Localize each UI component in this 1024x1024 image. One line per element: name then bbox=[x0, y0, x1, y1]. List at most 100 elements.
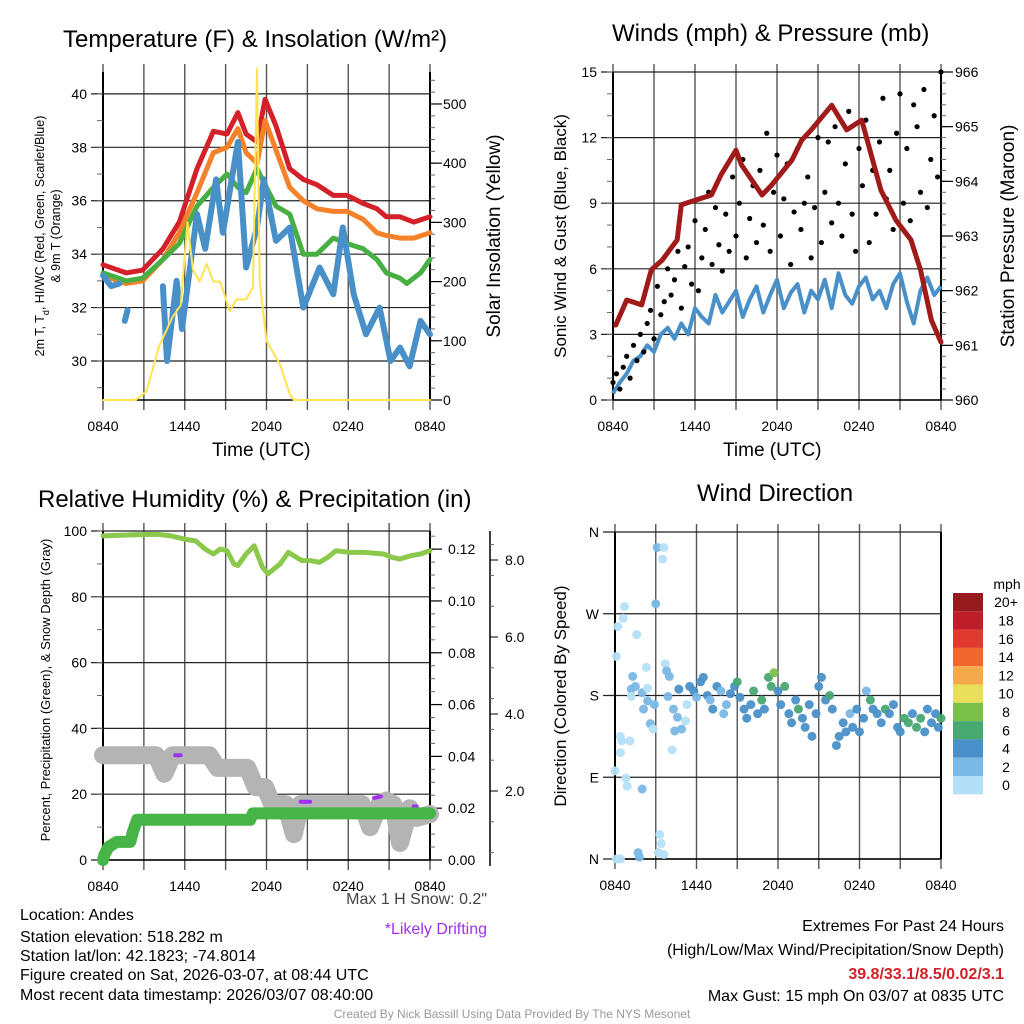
direction-point bbox=[876, 718, 886, 728]
colorbar-label: 18 bbox=[998, 612, 1014, 628]
gust-point bbox=[644, 320, 650, 327]
direction-point bbox=[637, 784, 647, 794]
direction-y-tick-label: W bbox=[586, 606, 600, 622]
colorbar-swatch bbox=[953, 739, 983, 758]
extremes-values: 39.8/33.1/8.5/0.02/3.1 bbox=[848, 966, 1004, 983]
gust-point bbox=[641, 349, 647, 355]
snow-tick-label: 6.0 bbox=[505, 629, 525, 645]
humidity-chart-title: Relative Humidity (%) & Precipitation (i… bbox=[38, 486, 472, 513]
gust-point bbox=[914, 124, 920, 130]
colorbar-label: 14 bbox=[998, 649, 1014, 665]
gust-point bbox=[938, 69, 944, 75]
direction-point bbox=[814, 681, 824, 691]
pressure-tick-label: 961 bbox=[955, 337, 979, 353]
direction-point bbox=[757, 695, 767, 705]
likely-drifting-note: *Likely Drifting bbox=[384, 921, 487, 938]
direction-point bbox=[936, 713, 946, 723]
temperature-y-tick-label: 32 bbox=[71, 300, 87, 316]
temperature-y-tick-label: 30 bbox=[71, 353, 87, 369]
direction-point bbox=[903, 718, 913, 728]
direction-point bbox=[848, 722, 858, 732]
temperature-x-tick-label: 0840 bbox=[87, 418, 118, 434]
series-precipitation bbox=[97, 807, 436, 866]
gust-point bbox=[904, 145, 910, 152]
direction-point bbox=[643, 683, 653, 693]
gust-point bbox=[665, 266, 671, 272]
insolation-tick-label: 500 bbox=[443, 96, 467, 112]
gust-point bbox=[822, 189, 828, 195]
gust-point bbox=[856, 145, 862, 152]
gust-point bbox=[647, 307, 654, 313]
gust-point bbox=[675, 248, 681, 254]
temperature-chart: 30 32 34 36 38 40 0840 1440 2040 0240 0840 0 100 200 3… bbox=[33, 64, 505, 434]
winds-y-tick-label: 15 bbox=[581, 64, 597, 80]
gust-point bbox=[723, 211, 729, 217]
gust-point bbox=[777, 233, 784, 239]
gust-point bbox=[654, 283, 661, 289]
direction-point bbox=[615, 748, 625, 758]
gust-point bbox=[610, 379, 616, 386]
gust-point bbox=[637, 331, 643, 337]
humidity-y-tick-label: 80 bbox=[71, 589, 87, 605]
direction-point bbox=[742, 713, 752, 723]
direction-point bbox=[682, 700, 692, 710]
ylabel-part: 2m T, T bbox=[33, 315, 47, 357]
winds-x-tick-label: 0840 bbox=[597, 418, 628, 434]
direction-point bbox=[719, 709, 729, 719]
gust-point bbox=[893, 130, 900, 136]
gust-point bbox=[852, 248, 859, 254]
humidity-y-tick-label: 0 bbox=[79, 852, 87, 868]
temperature-x-axis-label: Time (UTC) bbox=[212, 440, 311, 461]
elevation-text: Station elevation: 518.282 m bbox=[20, 929, 223, 946]
winds-chart: 0 3 6 9 12 15 0840 1440 2040 0240 0840 960 961 962 963… bbox=[551, 64, 1019, 434]
gust-point bbox=[702, 226, 708, 233]
max-gust-text: Max Gust: 15 mph On 03/07 at 0835 UTC bbox=[707, 988, 1004, 1005]
colorbar-swatch bbox=[953, 776, 983, 795]
gust-point bbox=[726, 248, 732, 254]
direction-point bbox=[652, 542, 662, 552]
direction-point bbox=[865, 695, 875, 705]
gust-point bbox=[699, 255, 705, 261]
gust-point bbox=[928, 156, 934, 163]
gust-point bbox=[736, 200, 743, 206]
series-9m-t bbox=[100, 118, 433, 286]
ylabel-subscript: d bbox=[41, 310, 51, 315]
direction-point bbox=[716, 686, 726, 696]
gust-point bbox=[767, 248, 773, 254]
colorbar-swatch bbox=[953, 721, 983, 740]
gust-point bbox=[617, 386, 623, 392]
direction-point bbox=[622, 781, 632, 791]
direction-point bbox=[759, 704, 769, 714]
direction-point bbox=[651, 599, 661, 609]
winds-y-axis-label: Sonic Wind & Gust (Blue, Black) bbox=[551, 114, 570, 358]
colorbar-title: mph bbox=[993, 576, 1020, 592]
direction-point bbox=[610, 766, 620, 776]
temperature-x-tick-label: 0240 bbox=[333, 418, 364, 434]
precip-tick-label: 0.08 bbox=[448, 645, 475, 661]
extremes-title: Extremes For Past 24 Hours bbox=[802, 918, 1004, 935]
colorbar-swatch bbox=[953, 757, 983, 776]
direction-point bbox=[663, 691, 673, 701]
winds-x-tick-label: 0240 bbox=[843, 418, 874, 434]
direction-y-tick-label: N bbox=[589, 524, 599, 540]
gust-point bbox=[846, 108, 852, 114]
direction-point bbox=[920, 727, 930, 737]
direction-point bbox=[615, 854, 625, 864]
direction-point bbox=[735, 692, 745, 702]
direction-point bbox=[861, 686, 871, 696]
direction-point bbox=[620, 601, 630, 611]
gust-point bbox=[832, 124, 838, 130]
winds-y-tick-label: 0 bbox=[589, 392, 597, 408]
colorbar-label: 10 bbox=[998, 686, 1014, 702]
direction-point bbox=[787, 718, 797, 728]
gust-point bbox=[613, 371, 620, 377]
gust-point bbox=[716, 242, 722, 248]
winds-y-tick-label: 12 bbox=[581, 130, 597, 146]
temperature-y-tick-label: 38 bbox=[71, 139, 87, 155]
gust-point bbox=[678, 305, 684, 311]
gust-point bbox=[630, 342, 637, 348]
gust-point bbox=[887, 167, 893, 173]
gust-point bbox=[682, 264, 688, 270]
gust-point bbox=[921, 86, 927, 93]
gust-point bbox=[719, 268, 725, 274]
